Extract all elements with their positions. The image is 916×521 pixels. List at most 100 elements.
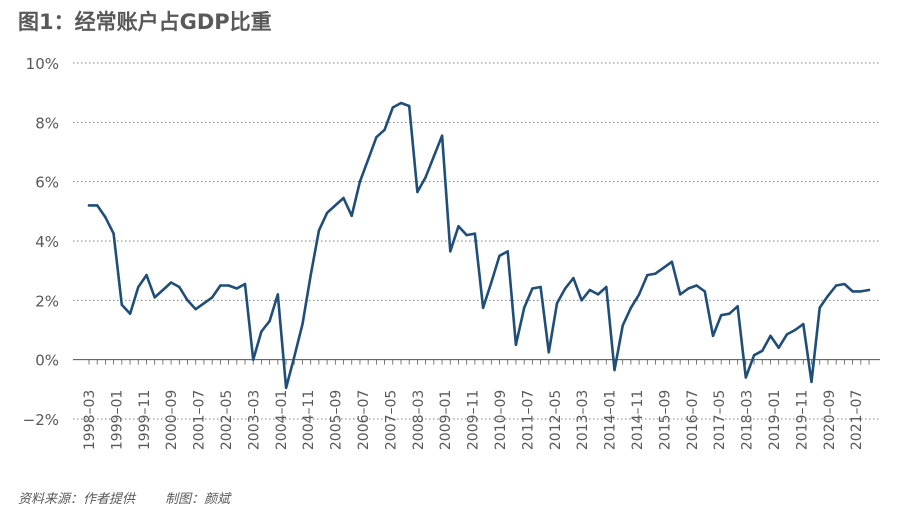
data-point <box>432 155 436 158</box>
data-point <box>531 287 534 290</box>
data-point <box>186 299 189 302</box>
x-tick-label: 2004–11 <box>301 390 317 450</box>
data-point <box>843 282 846 286</box>
x-tick-label: 2017–05 <box>712 390 728 450</box>
x-tick-label: 2010–09 <box>493 390 509 450</box>
data-point <box>744 376 748 379</box>
data-point <box>629 306 633 309</box>
x-tick-label: 2009–11 <box>466 390 482 450</box>
data-point <box>112 232 115 235</box>
data-point <box>227 284 230 287</box>
data-point <box>465 233 468 237</box>
data-point <box>96 204 99 207</box>
x-tick-label: 2018–03 <box>740 390 756 450</box>
data-point <box>769 334 772 338</box>
x-tick-label: 2007–05 <box>383 390 399 450</box>
data-point <box>120 303 124 306</box>
data-point <box>383 128 386 131</box>
data-point <box>391 106 394 109</box>
data-point <box>490 281 493 284</box>
data-point <box>473 232 477 235</box>
data-point <box>777 346 780 349</box>
data-point <box>498 254 501 258</box>
x-tick-label: 2009–01 <box>438 390 454 450</box>
credit-note: 制图：颜斌 <box>165 492 231 507</box>
y-tick-label: 0% <box>35 352 59 370</box>
data-point <box>596 293 600 296</box>
x-tick-label: 1998–03 <box>82 390 98 450</box>
x-tick-label: 2008–03 <box>411 390 427 450</box>
data-point <box>785 333 789 336</box>
x-tick-label: 2019–01 <box>767 390 783 450</box>
data-point <box>194 308 197 311</box>
data-point <box>210 296 214 299</box>
data-point <box>219 284 222 287</box>
data-point <box>720 313 723 317</box>
data-point <box>752 354 756 357</box>
source-note: 资料来源：作者提供 <box>18 492 136 507</box>
x-tick-label: 2021–07 <box>849 390 865 450</box>
x-tick-label: 2000–09 <box>164 390 180 450</box>
x-tick-label: 2016–07 <box>685 390 701 450</box>
data-point <box>284 386 288 390</box>
data-point <box>711 334 715 338</box>
x-tick-label: 2004–01 <box>274 390 290 450</box>
data-point <box>309 273 312 277</box>
data-point <box>235 287 238 290</box>
data-point <box>408 104 411 108</box>
data-point <box>646 273 649 277</box>
data-point <box>728 312 731 315</box>
x-tick-label: 2006–07 <box>356 390 372 450</box>
data-point <box>555 302 559 305</box>
data-point <box>334 204 337 207</box>
data-point <box>178 285 181 289</box>
data-point <box>350 214 353 217</box>
x-tick-label: 2001–07 <box>192 390 208 450</box>
data-point <box>301 322 304 326</box>
y-tick-label: 10% <box>26 55 59 73</box>
x-tick-label: 2019–11 <box>794 390 810 450</box>
data-point <box>859 290 862 293</box>
x-tick-label: 2011–07 <box>520 390 536 450</box>
data-point <box>137 285 140 289</box>
data-point <box>793 328 797 332</box>
data-point <box>276 293 280 296</box>
data-point <box>761 349 764 352</box>
data-point <box>87 204 91 207</box>
x-tick-label: 2013–03 <box>575 390 591 450</box>
data-point <box>867 288 871 292</box>
data-point <box>128 312 132 315</box>
data-point <box>736 305 739 308</box>
data-point <box>572 276 575 280</box>
x-tick-label: 2005–09 <box>329 390 345 450</box>
data-point <box>153 296 156 299</box>
x-tick-label: 2003–03 <box>246 390 262 450</box>
data-point <box>449 250 452 253</box>
data-point <box>826 294 830 298</box>
data-point <box>268 319 271 323</box>
x-tick-label: 2014–01 <box>603 390 619 450</box>
data-point <box>522 306 526 309</box>
y-tick-label: −2% <box>23 411 59 429</box>
data-point <box>325 211 329 215</box>
data-point <box>802 322 805 326</box>
data-point <box>670 260 674 263</box>
data-point <box>810 380 813 384</box>
y-tick-label: 8% <box>35 114 59 132</box>
data-point <box>440 134 444 137</box>
data-point <box>457 224 460 228</box>
data-point <box>252 358 255 361</box>
x-tick-label: 2015–09 <box>657 390 673 450</box>
x-tick-label: 1999–01 <box>109 390 125 450</box>
data-point <box>104 216 107 219</box>
data-point <box>399 101 403 105</box>
x-tick-label: 2014–11 <box>630 390 646 450</box>
data-point <box>539 285 542 289</box>
chart-title: 图1：经常账户占GDP比重 <box>18 10 272 34</box>
data-point <box>834 284 838 287</box>
data-point <box>588 288 592 292</box>
data-point <box>514 343 518 347</box>
data-point <box>678 293 682 296</box>
data-point <box>506 250 509 253</box>
